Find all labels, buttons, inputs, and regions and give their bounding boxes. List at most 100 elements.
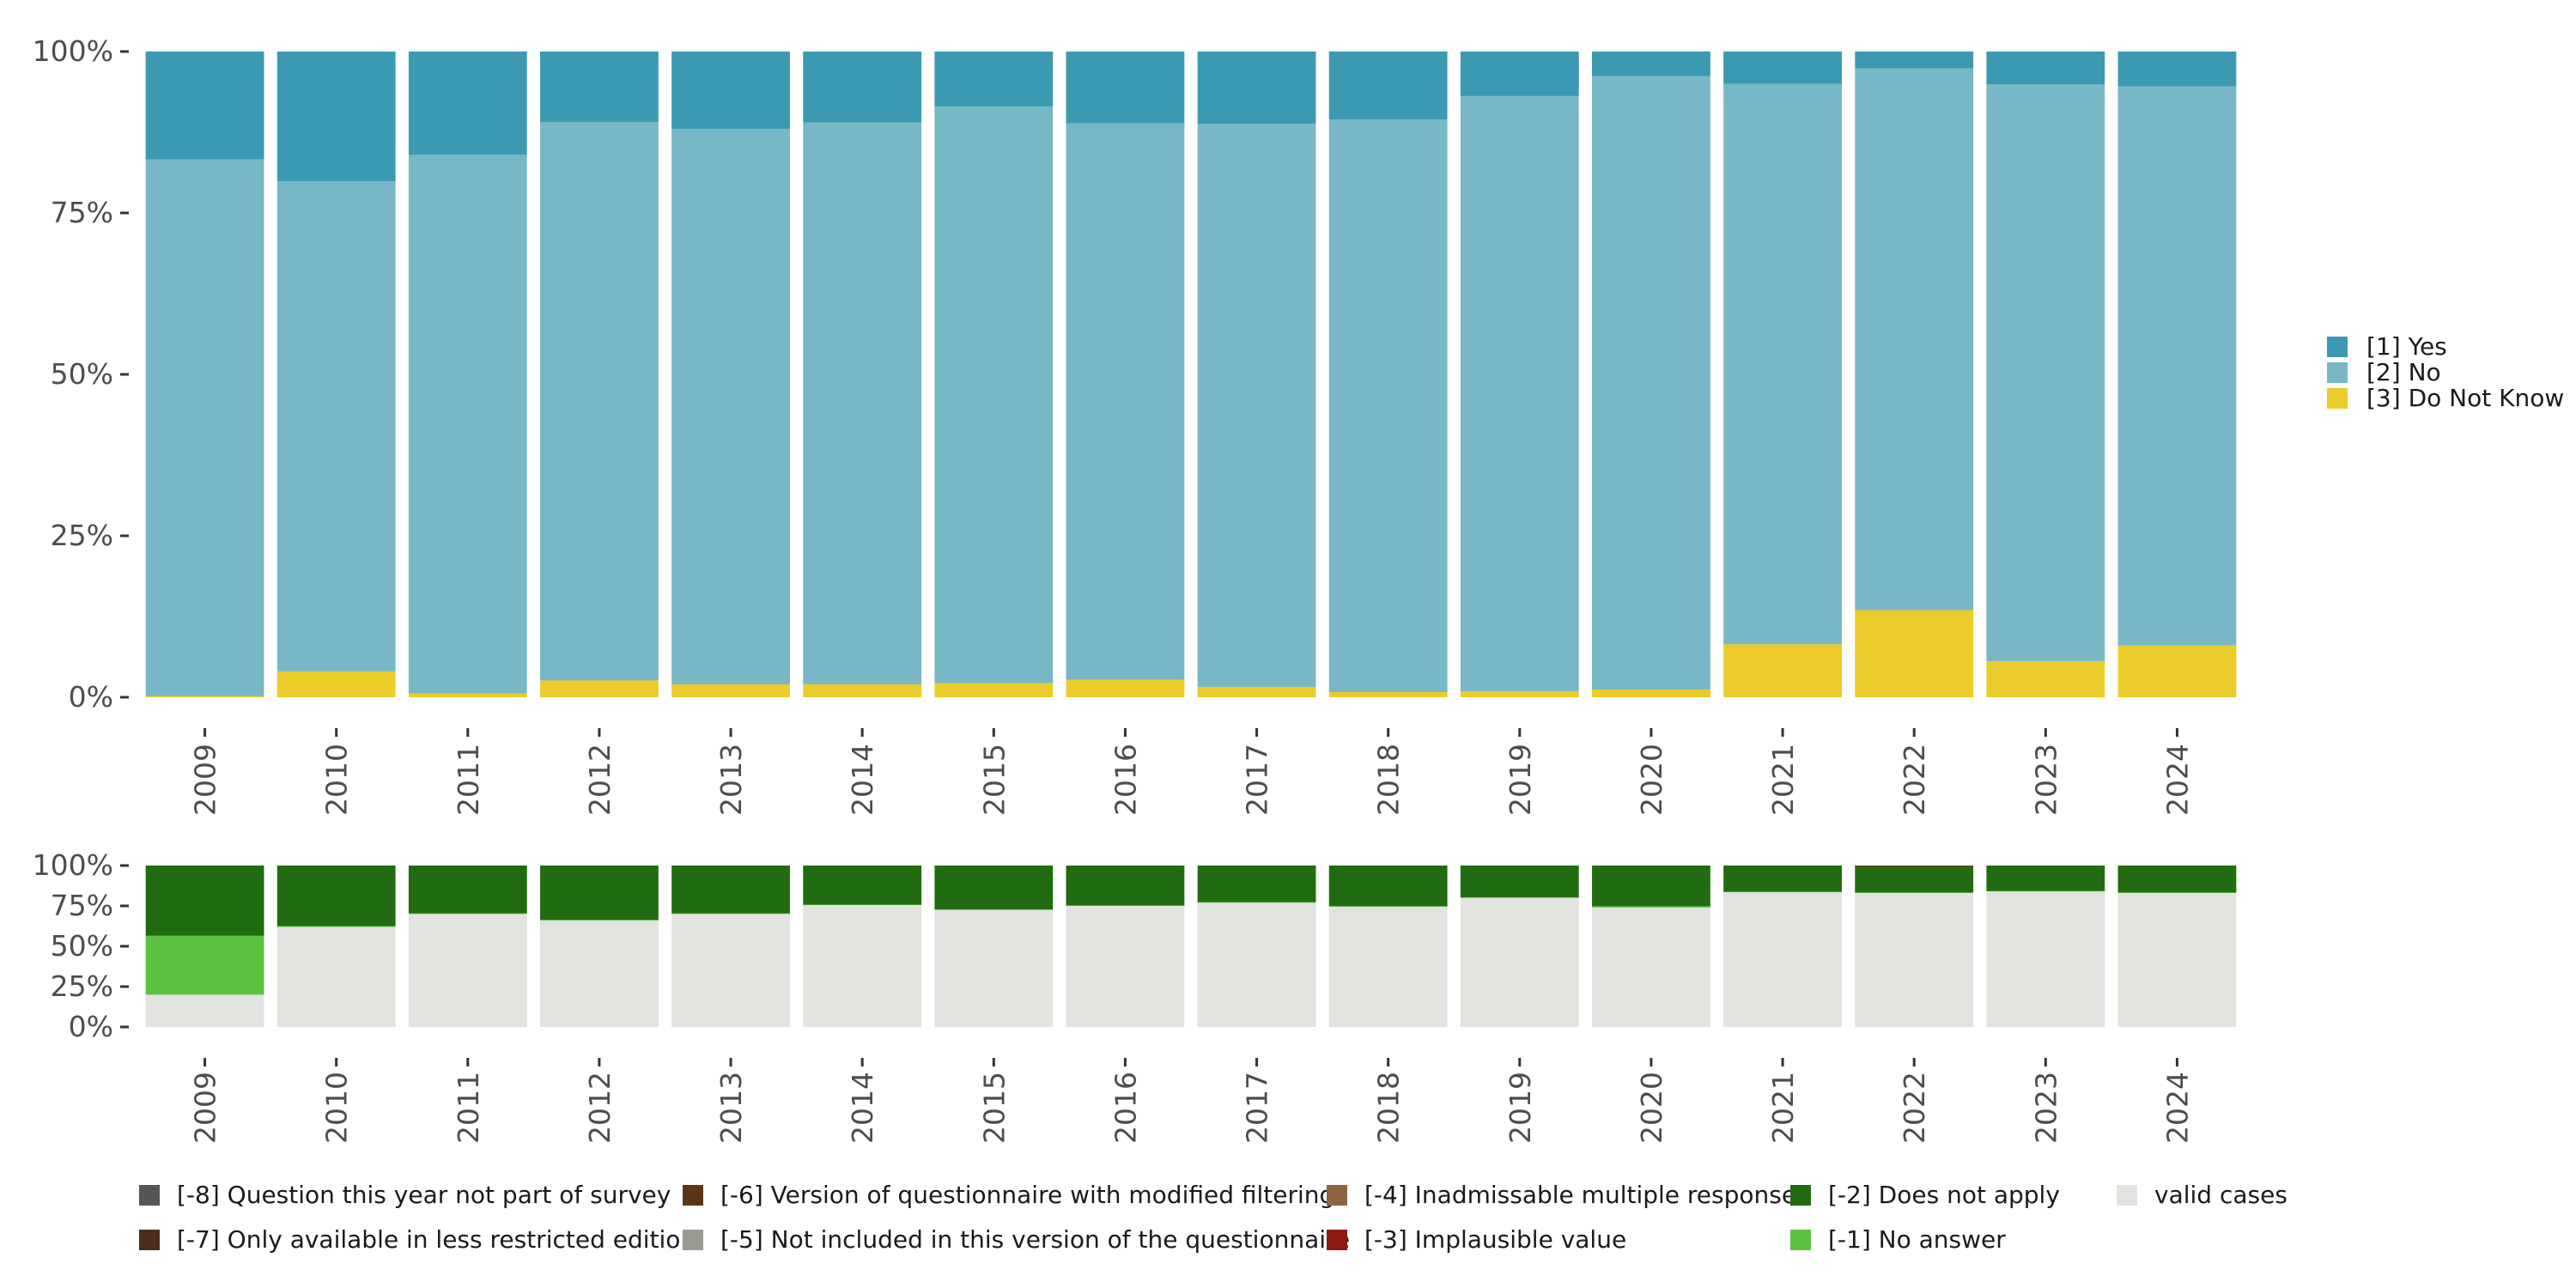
bar-segment-3-do-not-know-2019 (1460, 691, 1579, 697)
x-tick-label: 2014 (846, 744, 879, 816)
bar-segment-1-no-answer-2014 (803, 904, 922, 906)
x-tick-label: 2023 (2029, 744, 2063, 816)
legend-label-3-implausible-value: [-3] Implausible value (1364, 1225, 1626, 1254)
bar-segment-2-does-not-apply-2015 (934, 866, 1054, 910)
legend-label-8-question-this-year-not-part-of-survey: [-8] Question this year not part of surv… (177, 1181, 671, 1209)
x-tick-label: 2016 (1109, 1072, 1142, 1144)
x-tick-label: 2013 (714, 744, 748, 816)
x-tick-label: 2014 (846, 1072, 879, 1144)
bar-segment-2-does-not-apply-2018 (1328, 866, 1448, 907)
top-chart-panel: 0% 25% 50% 75% 100% 2009 2010 2011 2012 2013 2014 2… (33, 34, 2237, 816)
bottom-chart-panel: 0% 25% 50% 75% 100% 2009 2010 2011 2012 2013 2014 2… (33, 848, 2237, 1144)
legend-label-3-do-not-know: [3] Do Not Know (2366, 384, 2564, 412)
bar-segment-3-do-not-know-2009 (145, 696, 264, 697)
bar-segment-2-no-2022 (1855, 68, 1974, 611)
bar-segment-1-yes-2013 (671, 52, 790, 130)
bar-segment-2-does-not-apply-2012 (540, 866, 659, 920)
bar-segment-valid-cases-2023 (1986, 891, 2105, 1027)
bar-segment-valid-cases-2017 (1197, 902, 1316, 1027)
x-tick-label: 2015 (977, 1072, 1011, 1144)
x-tick-label: 2017 (1241, 744, 1274, 816)
bar-segment-1-no-answer-2017 (1197, 902, 1316, 903)
bar-segment-3-do-not-know-2022 (1855, 610, 1974, 697)
legend-label-5-not-included-in-this-version-of-the-questionnaire: [-5] Not included in this version of the… (720, 1225, 1350, 1254)
x-tick-label: 2022 (1898, 744, 1931, 816)
bar-segment-2-no-2019 (1460, 95, 1579, 692)
bar-segment-3-do-not-know-2021 (1723, 644, 1842, 697)
y-tick-label: 50% (51, 357, 113, 391)
x-tick-label: 2019 (1504, 744, 1537, 816)
bar-segment-2-does-not-apply-2024 (2117, 866, 2237, 893)
x-tick-label: 2019 (1504, 1072, 1537, 1144)
bar-segment-1-yes-2009 (145, 52, 264, 160)
bar-segment-2-no-2009 (145, 159, 264, 696)
x-tick-label: 2011 (452, 1072, 485, 1144)
x-tick-label: 2024 (2160, 1072, 2194, 1144)
bar-segment-2-no-2014 (803, 122, 922, 684)
bar-segment-1-no-answer-2009 (145, 935, 264, 995)
bar-segment-1-no-answer-2020 (1592, 906, 1710, 908)
bar-segment-valid-cases-2010 (276, 927, 396, 1027)
bar-segment-valid-cases-2020 (1592, 907, 1710, 1027)
bar-segment-valid-cases-2013 (671, 914, 790, 1027)
x-tick-label: 2020 (1635, 1072, 1668, 1144)
x-tick-label: 2015 (977, 744, 1011, 816)
bar-segment-1-yes-2019 (1460, 52, 1579, 96)
legend-swatch-3-do-not-know (2327, 388, 2348, 409)
bar-segment-3-do-not-know-2012 (540, 680, 659, 697)
legend-swatch-8-question-this-year-not-part-of-survey (139, 1185, 160, 1206)
top-legend: [1] Yes[2] No[3] Do Not Know (2327, 332, 2564, 412)
x-tick-label: 2020 (1635, 744, 1668, 816)
bar-segment-1-no-answer-2019 (1460, 897, 1579, 898)
bar-segment-2-no-2010 (276, 181, 396, 671)
bar-segment-1-no-answer-2015 (934, 909, 1054, 910)
x-tick-label: 2023 (2029, 1072, 2063, 1144)
bar-segment-1-no-answer-2021 (1723, 891, 1842, 893)
bar-segment-1-yes-2015 (934, 52, 1054, 106)
bar-segment-2-no-2015 (934, 106, 1054, 683)
legend-swatch-7-only-available-in-less-restricted-edition (139, 1230, 160, 1250)
bar-segment-2-does-not-apply-2021 (1723, 866, 1842, 892)
bar-segment-3-do-not-know-2018 (1328, 691, 1448, 697)
bar-segment-3-do-not-know-2013 (671, 683, 790, 697)
bar-segment-3-do-not-know-2023 (1986, 660, 2105, 697)
bar-segment-valid-cases-2009 (145, 994, 264, 1027)
bottom-legend: [-8] Question this year not part of surv… (139, 1181, 2287, 1254)
x-tick-label: 2017 (1241, 1072, 1274, 1144)
bar-segment-valid-cases-2012 (540, 920, 659, 1027)
y-tick-label: 100% (33, 34, 113, 68)
legend-swatch-2-no (2327, 362, 2348, 383)
bar-segment-2-does-not-apply-2010 (276, 866, 396, 927)
bar-segment-2-no-2012 (540, 121, 659, 681)
legend-label-2-no: [2] No (2366, 358, 2441, 386)
bar-segment-3-do-not-know-2016 (1066, 679, 1185, 697)
bar-segment-valid-cases-2014 (803, 905, 922, 1027)
bar-segment-1-yes-2012 (540, 52, 659, 122)
bar-segment-1-yes-2022 (1855, 52, 1974, 69)
x-tick-label: 2012 (583, 1072, 617, 1144)
y-tick-label: 75% (51, 889, 113, 922)
y-tick-label: 0% (69, 680, 113, 714)
x-tick-label: 2012 (583, 744, 617, 816)
bar-segment-2-no-2024 (2117, 86, 2237, 646)
x-tick-label: 2018 (1372, 744, 1406, 816)
x-tick-label: 2021 (1766, 744, 1800, 816)
bar-segment-1-yes-2024 (2117, 52, 2237, 87)
bar-segment-1-no-answer-2018 (1328, 906, 1448, 907)
x-tick-label: 2018 (1372, 1072, 1406, 1144)
bar-segment-2-no-2020 (1592, 76, 1710, 690)
legend-swatch-1-yes (2327, 337, 2348, 357)
x-tick-label: 2024 (2160, 744, 2194, 816)
bar-segment-3-do-not-know-2010 (276, 671, 396, 697)
bar-segment-1-yes-2014 (803, 52, 922, 123)
legend-swatch-1-no-answer (1790, 1230, 1811, 1250)
legend-label-6-version-of-questionnaire-with-modified-filtering: [-6] Version of questionnaire with modif… (720, 1181, 1334, 1209)
bar-segment-2-does-not-apply-2014 (803, 866, 922, 905)
bar-segment-2-does-not-apply-2013 (671, 866, 790, 914)
bar-segment-2-does-not-apply-2016 (1066, 866, 1185, 906)
bar-segment-valid-cases-2024 (2117, 892, 2237, 1027)
bar-segment-1-yes-2016 (1066, 52, 1185, 124)
bar-segment-1-no-answer-2016 (1066, 905, 1185, 906)
bar-segment-1-yes-2020 (1592, 52, 1710, 76)
bar-segment-1-yes-2018 (1328, 52, 1448, 119)
